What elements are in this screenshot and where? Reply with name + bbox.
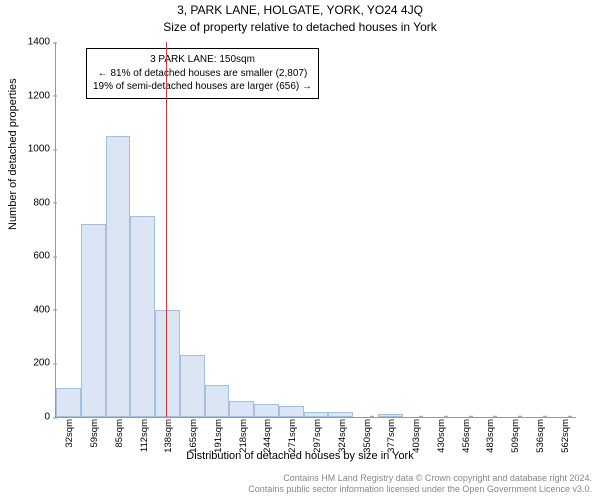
histogram-bar bbox=[205, 385, 230, 417]
histogram-bar bbox=[106, 136, 131, 417]
y-tick: 200 bbox=[33, 358, 56, 369]
x-tick: 324sqm bbox=[337, 417, 348, 453]
y-tick: 1000 bbox=[28, 144, 56, 155]
x-tick: 350sqm bbox=[362, 417, 373, 453]
x-tick: 85sqm bbox=[114, 417, 125, 448]
histogram-bar bbox=[180, 355, 205, 417]
x-tick: 536sqm bbox=[535, 417, 546, 453]
x-tick: 456sqm bbox=[461, 417, 472, 453]
credit-line: Contains HM Land Registry data © Crown c… bbox=[248, 473, 592, 485]
reference-line bbox=[166, 42, 167, 417]
y-tick: 400 bbox=[33, 304, 56, 315]
x-tick: 244sqm bbox=[262, 417, 273, 453]
x-tick: 297sqm bbox=[312, 417, 323, 453]
histogram-bar bbox=[155, 310, 180, 417]
y-tick: 1200 bbox=[28, 90, 56, 101]
x-tick: 218sqm bbox=[238, 417, 249, 453]
histogram-bar bbox=[304, 412, 329, 417]
y-tick: 1400 bbox=[28, 37, 56, 48]
x-tick: 403sqm bbox=[411, 417, 422, 453]
x-tick: 430sqm bbox=[436, 417, 447, 453]
x-tick: 509sqm bbox=[510, 417, 521, 453]
histogram-bar bbox=[328, 412, 353, 417]
x-tick: 138sqm bbox=[163, 417, 174, 453]
plot-area: 3 PARK LANE: 150sqm ← 81% of detached ho… bbox=[55, 42, 576, 418]
y-tick: 600 bbox=[33, 251, 56, 262]
histogram-bar bbox=[56, 388, 81, 417]
annotation-line: 19% of semi-detached houses are larger (… bbox=[93, 80, 312, 94]
x-tick: 191sqm bbox=[213, 417, 224, 453]
x-tick: 165sqm bbox=[188, 417, 199, 453]
chart-title-1: 3, PARK LANE, HOLGATE, YORK, YO24 4JQ bbox=[0, 3, 600, 17]
x-tick: 112sqm bbox=[139, 417, 150, 452]
annotation-line: 3 PARK LANE: 150sqm bbox=[93, 53, 312, 67]
annotation-line: ← 81% of detached houses are smaller (2,… bbox=[93, 67, 312, 81]
chart-container: 3, PARK LANE, HOLGATE, YORK, YO24 4JQ Si… bbox=[0, 0, 600, 500]
histogram-bar bbox=[254, 404, 279, 417]
x-tick: 271sqm bbox=[287, 417, 298, 453]
x-tick: 483sqm bbox=[485, 417, 496, 453]
x-tick: 59sqm bbox=[89, 417, 100, 448]
y-axis-label: Number of detached properties bbox=[7, 78, 19, 230]
chart-title-2: Size of property relative to detached ho… bbox=[0, 20, 600, 34]
x-tick: 32sqm bbox=[64, 417, 75, 448]
credit-line: Contains public sector information licen… bbox=[248, 484, 592, 496]
histogram-bar bbox=[378, 414, 403, 417]
histogram-bar bbox=[130, 216, 155, 417]
x-tick: 562sqm bbox=[560, 417, 571, 453]
x-tick: 377sqm bbox=[386, 417, 397, 453]
annotation-box: 3 PARK LANE: 150sqm ← 81% of detached ho… bbox=[86, 48, 319, 99]
y-tick: 0 bbox=[44, 412, 56, 423]
credit-text: Contains HM Land Registry data © Crown c… bbox=[248, 473, 592, 496]
histogram-bar bbox=[81, 224, 106, 417]
y-tick: 800 bbox=[33, 197, 56, 208]
histogram-bar bbox=[229, 401, 254, 417]
histogram-bar bbox=[279, 406, 304, 417]
